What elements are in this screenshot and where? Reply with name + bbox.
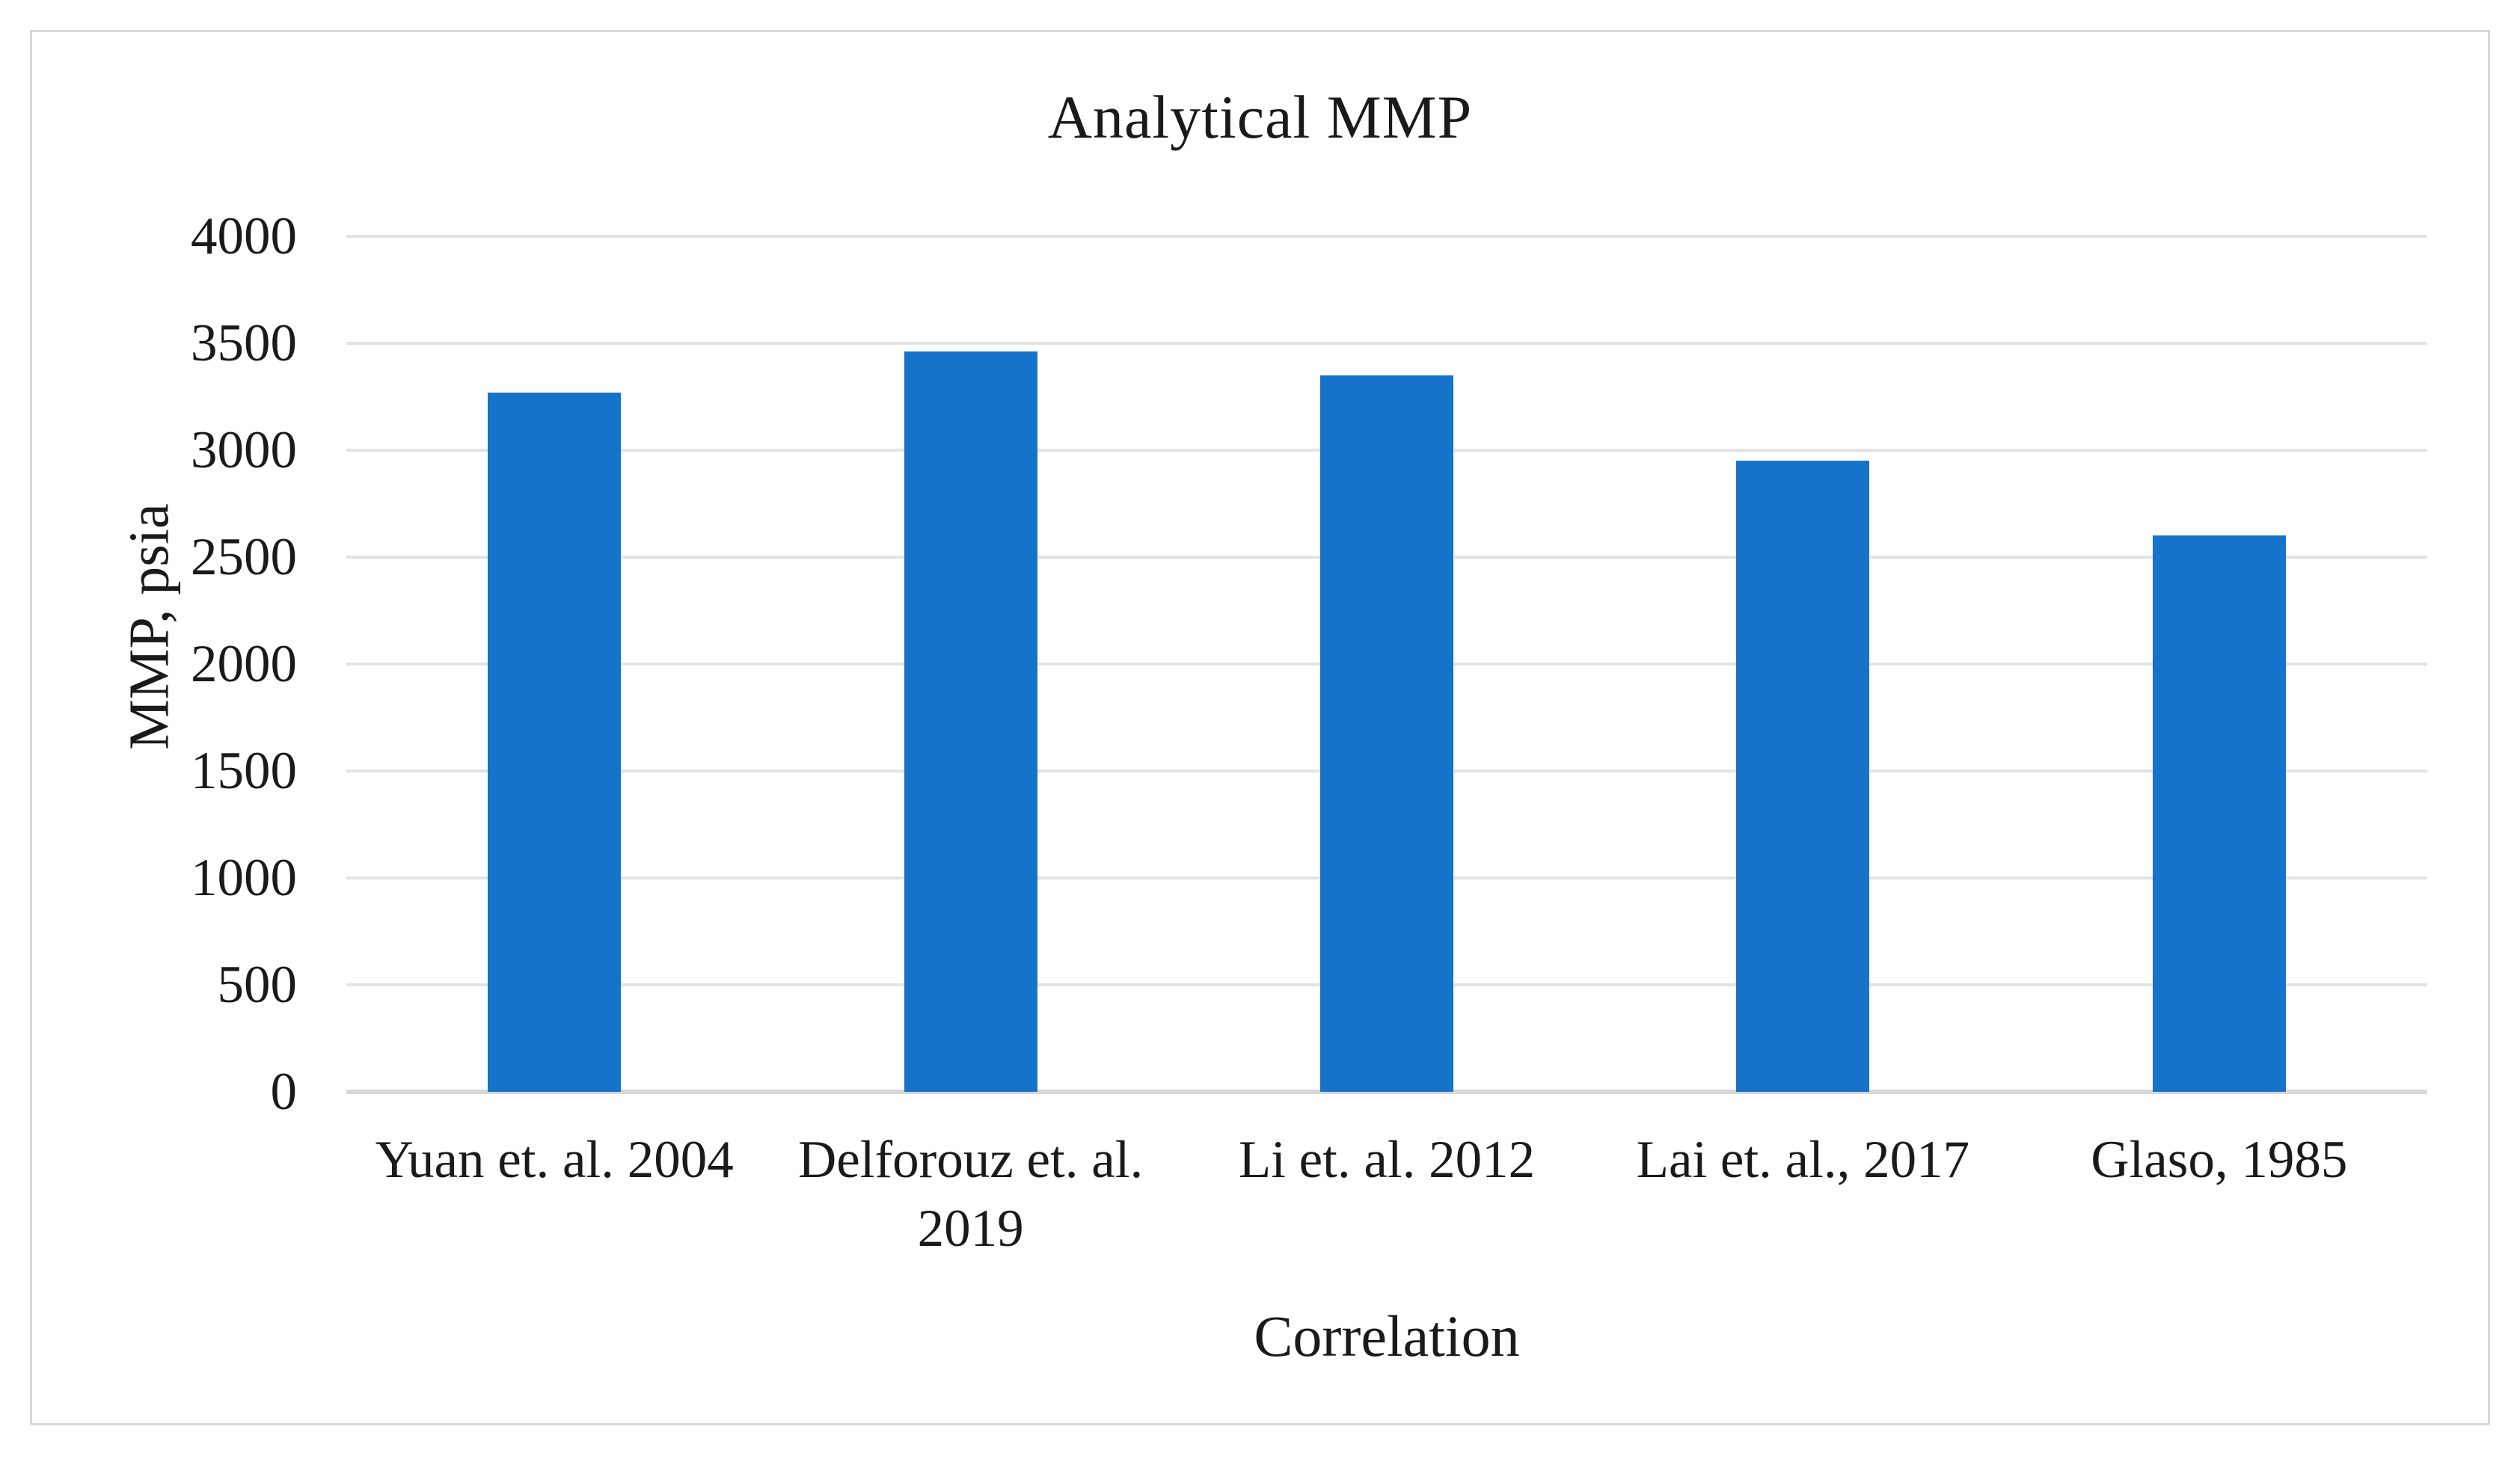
x-category-label: Li et. al. 2012: [1238, 1131, 1536, 1189]
y-tick-label: 3000: [191, 421, 297, 479]
x-category-label: Lai et. al., 2017: [1636, 1131, 1970, 1189]
bar: [2152, 535, 2286, 1092]
x-category-label: Glaso, 1985: [2091, 1131, 2348, 1189]
gridline: [346, 235, 2427, 238]
y-tick-label: 3500: [191, 314, 297, 372]
y-tick-label: 500: [217, 956, 298, 1014]
y-tick-label: 4000: [191, 207, 297, 265]
y-axis-tick-labels: 0 500 1000 1500 2000 2500 3000 3500 4000: [0, 209, 298, 1119]
bar: [1320, 375, 1453, 1092]
y-tick-label: 1000: [191, 849, 297, 907]
bar: [488, 392, 622, 1092]
x-axis-title: Correlation: [1254, 1303, 1520, 1369]
x-category-label: Yuan et. al. 2004: [375, 1131, 734, 1189]
gridline: [346, 342, 2427, 345]
y-tick-label: 2000: [191, 635, 297, 693]
bar: [904, 351, 1037, 1092]
bar: [1736, 461, 1870, 1092]
chart-title: Analytical MMP: [1047, 83, 1473, 151]
x-category-label: Delforouz et. al. 2019: [797, 1131, 1144, 1258]
plot-area: [346, 235, 2427, 1094]
y-tick-label: 2500: [191, 528, 297, 586]
y-tick-label: 0: [270, 1063, 298, 1121]
y-tick-label: 1500: [191, 742, 297, 800]
x-axis-line: [346, 1090, 2427, 1094]
chart-border: [30, 30, 2490, 1425]
